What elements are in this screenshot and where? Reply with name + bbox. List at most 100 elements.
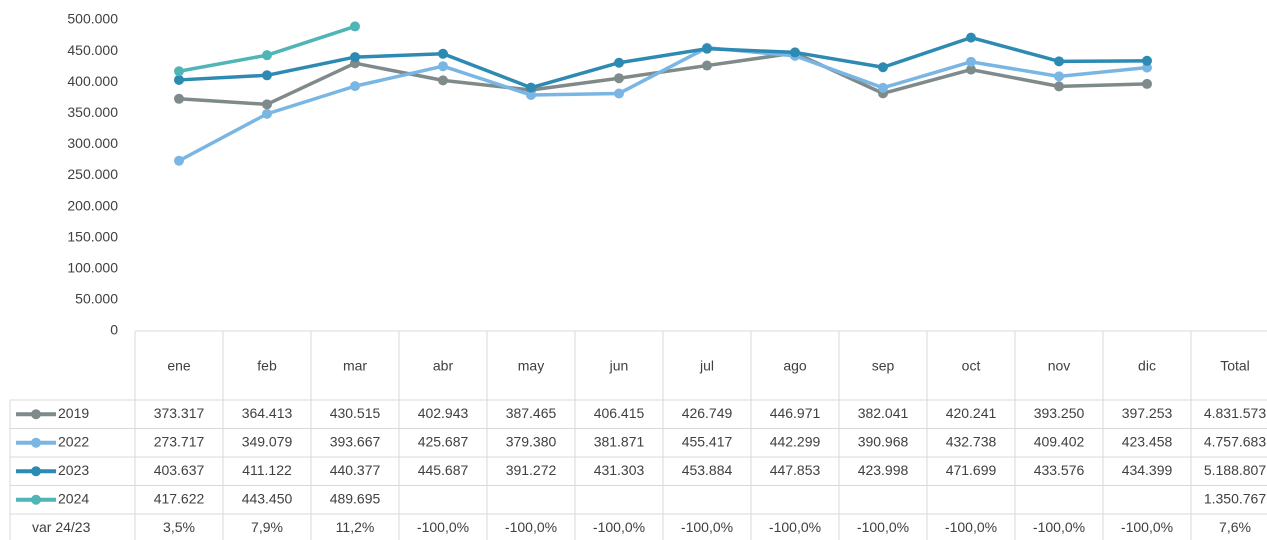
table-cell: -100,0% <box>857 519 909 535</box>
table-cell: 489.695 <box>330 490 381 506</box>
table-cell: 4.831.573 <box>1204 405 1266 421</box>
x-tick-label: mar <box>343 358 367 374</box>
table-cell: 430.515 <box>330 405 381 421</box>
table-cell: 390.968 <box>858 433 909 449</box>
table-cell: 7,6% <box>1219 519 1251 535</box>
data-point <box>174 74 184 85</box>
table-cell: -100,0% <box>1121 519 1173 535</box>
data-point <box>174 93 184 104</box>
table-cell: 393.667 <box>330 433 381 449</box>
legend-marker <box>31 437 41 448</box>
table-cell: 11,2% <box>336 519 375 535</box>
table-cell: 471.699 <box>946 462 997 478</box>
data-point <box>702 43 712 54</box>
legend-label: 2024 <box>58 490 89 506</box>
x-tick-label: dic <box>1138 358 1156 374</box>
table-cell: 273.717 <box>154 433 205 449</box>
table-cell: 426.749 <box>682 405 733 421</box>
x-tick-label: oct <box>962 358 981 374</box>
y-tick-label: 200.000 <box>67 197 118 213</box>
data-point <box>438 75 448 86</box>
y-tick-label: 250.000 <box>67 166 118 182</box>
data-point <box>262 108 272 119</box>
data-point <box>174 155 184 166</box>
data-point <box>262 70 272 81</box>
y-tick-label: 100.000 <box>67 260 118 276</box>
legend-marker <box>31 409 41 420</box>
data-point <box>966 64 976 75</box>
table-cell: 432.738 <box>946 433 997 449</box>
table-cell: 433.576 <box>1034 462 1085 478</box>
table-cell: 387.465 <box>506 405 557 421</box>
table-cell: 397.253 <box>1122 405 1173 421</box>
table-cell: 411.122 <box>242 462 292 478</box>
y-tick-label: 150.000 <box>67 228 118 244</box>
series-line <box>178 45 1148 163</box>
x-tick-label: ago <box>783 358 807 374</box>
x-tick-label: feb <box>257 358 277 374</box>
table-cell: 3,5% <box>163 519 195 535</box>
data-point <box>790 47 800 58</box>
data-point <box>438 61 448 72</box>
y-tick-label: 500.000 <box>67 11 118 27</box>
table-cell: -100,0% <box>681 519 733 535</box>
table-cell: 447.853 <box>770 462 821 478</box>
table-cell: 440.377 <box>330 462 381 478</box>
row-label: var 24/23 <box>32 519 91 535</box>
data-point <box>262 99 272 110</box>
table-cell: 402.943 <box>418 405 469 421</box>
data-point <box>966 56 976 67</box>
table-cell: 403.637 <box>154 462 205 478</box>
data-point <box>350 21 360 32</box>
table-cell: 425.687 <box>418 433 469 449</box>
data-point <box>702 60 712 71</box>
data-point <box>526 82 536 93</box>
x-tick-label: may <box>518 358 544 374</box>
table-cell: 423.458 <box>1122 433 1173 449</box>
data-point <box>1054 56 1064 67</box>
data-point <box>966 32 976 43</box>
table-cell: -100,0% <box>593 519 645 535</box>
table-cell: 446.971 <box>770 405 821 421</box>
table-cell: 434.399 <box>1122 462 1173 478</box>
y-tick-label: 300.000 <box>67 135 118 151</box>
data-point <box>1054 71 1064 82</box>
series-line <box>178 35 1148 90</box>
y-tick-label: 350.000 <box>67 104 118 120</box>
legend-marker <box>31 494 41 505</box>
table-cell: 379.380 <box>506 433 557 449</box>
table-cell: -100,0% <box>417 519 469 535</box>
table-cell: -100,0% <box>1033 519 1085 535</box>
table-cell: 349.079 <box>242 433 293 449</box>
data-point <box>350 52 360 63</box>
table-cell: 453.884 <box>682 462 733 478</box>
data-point <box>614 73 624 84</box>
data-point <box>878 82 888 93</box>
legend-marker <box>31 466 41 477</box>
data-point <box>262 50 272 61</box>
table-cell: 443.450 <box>242 490 293 506</box>
y-tick-label: 400.000 <box>67 73 118 89</box>
data-point <box>614 57 624 68</box>
table-cell: -100,0% <box>769 519 821 535</box>
table-cell: 423.998 <box>858 462 909 478</box>
data-point <box>526 90 536 101</box>
legend-label: 2022 <box>58 433 89 449</box>
table-cell: 373.317 <box>154 405 205 421</box>
data-point <box>614 88 624 99</box>
table-cell: 364.413 <box>242 405 293 421</box>
table-cell: 409.402 <box>1034 433 1085 449</box>
table-cell: 406.415 <box>594 405 645 421</box>
data-point <box>1054 81 1064 92</box>
data-point <box>350 81 360 92</box>
data-point <box>438 48 448 59</box>
data-point <box>878 62 888 73</box>
table-cell: 455.417 <box>682 433 733 449</box>
table-header: Total <box>1220 358 1250 374</box>
table-cell: 381.871 <box>594 433 645 449</box>
x-tick-label: sep <box>872 358 895 374</box>
data-point <box>1142 78 1152 89</box>
table-cell: 4.757.683 <box>1204 433 1266 449</box>
table-cell: 382.041 <box>858 405 909 421</box>
